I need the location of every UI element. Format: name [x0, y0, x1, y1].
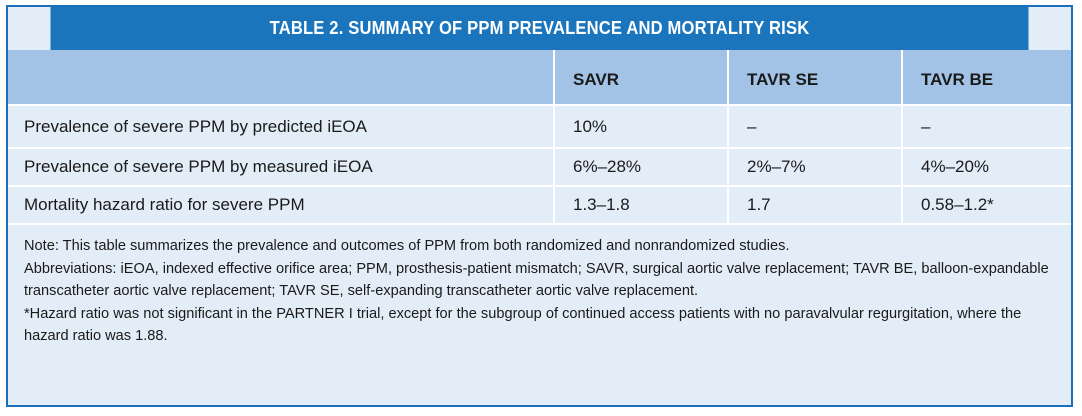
- table-title: TABLE 2. SUMMARY OF PPM PREVALENCE AND M…: [50, 7, 1029, 50]
- table-notes: Note: This table summarizes the prevalen…: [8, 223, 1071, 348]
- note-text: Note: This table summarizes the prevalen…: [24, 238, 790, 254]
- cell-tavr-be: –: [921, 116, 931, 136]
- cell-tavr-se: 1.7: [729, 187, 903, 223]
- footnote-text: *Hazard ratio was not significant in the…: [24, 305, 1022, 345]
- cell-tavr-be: 4%–20%: [921, 157, 990, 176]
- cell-tavr-se: 2%–7%: [729, 149, 903, 185]
- cell-savr: 1.3–1.8: [555, 187, 729, 223]
- table-row: Mortality hazard ratio for severe PPM 1.…: [8, 185, 1071, 223]
- cell-tavr-se: –: [729, 106, 903, 147]
- cell-savr: 10%: [555, 106, 729, 147]
- abbreviations-text: Abbreviations: iEOA, indexed effective o…: [24, 260, 1049, 300]
- table-row: Prevalence of severe PPM by predicted iE…: [8, 104, 1071, 147]
- header-cell-tavr-se: TAVR SE: [729, 50, 903, 104]
- cell-savr: 6%–28%: [555, 149, 729, 185]
- table-grid: SAVR TAVR SE TAVR BE Prevalence of sever…: [8, 50, 1071, 223]
- table-row: Prevalence of severe PPM by measured iEO…: [8, 147, 1071, 185]
- cell-tavr-be: 0.58–1.2*: [921, 195, 994, 214]
- table-header-row: SAVR TAVR SE TAVR BE: [8, 50, 1071, 104]
- row-label: Mortality hazard ratio for severe PPM: [8, 187, 555, 223]
- row-label: Prevalence of severe PPM by predicted iE…: [8, 106, 555, 147]
- header-cell-savr: SAVR: [555, 50, 729, 104]
- header-cell-empty: [8, 50, 555, 104]
- row-label: Prevalence of severe PPM by measured iEO…: [8, 149, 555, 185]
- summary-table: TABLE 2. SUMMARY OF PPM PREVALENCE AND M…: [6, 5, 1073, 407]
- header-cell-tavr-be: TAVR BE: [921, 70, 994, 89]
